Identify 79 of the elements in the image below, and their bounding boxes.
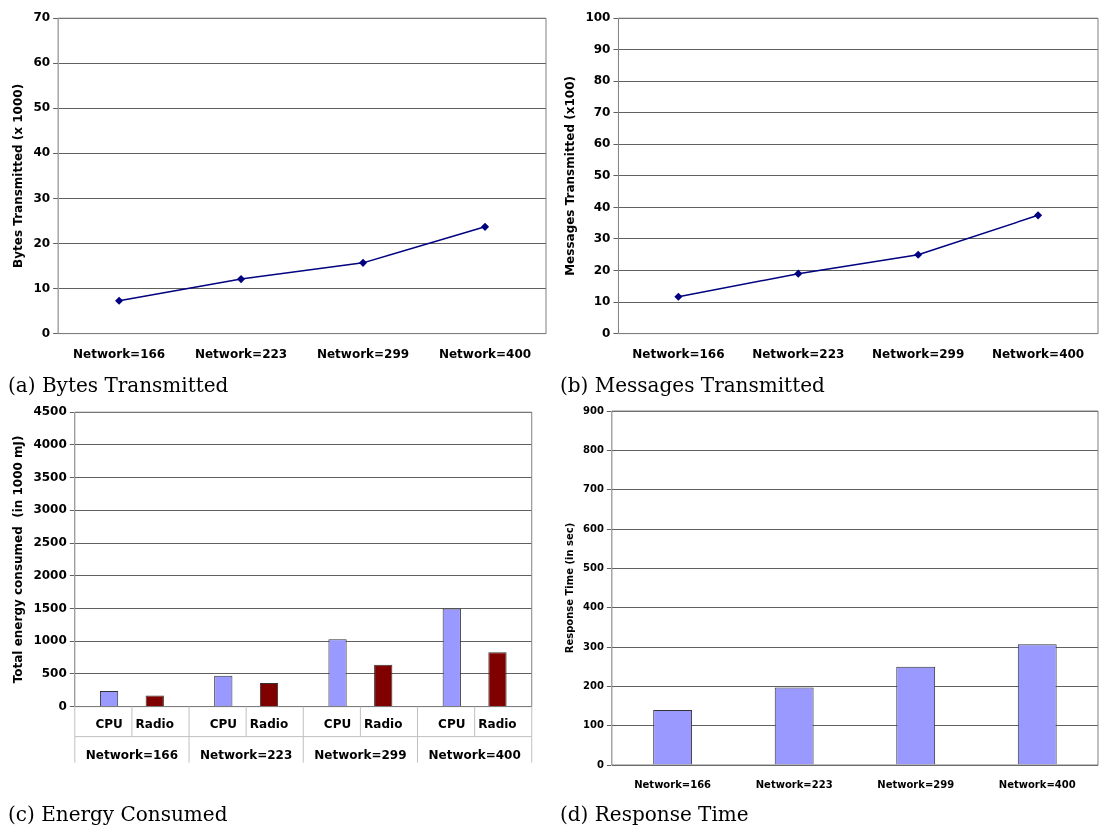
y-tick-label: 30 [593, 231, 611, 246]
y-tick-label: 4500 [33, 404, 67, 419]
y-tick-label: 50 [33, 100, 51, 115]
text: CPU [438, 716, 466, 731]
x-tick-label: Network=299 [877, 778, 955, 790]
y-tick-label: 100 [585, 10, 611, 25]
y-tick-label: 20 [33, 235, 51, 250]
x-tick-label: Network=223 [200, 747, 293, 762]
text: Radio [135, 716, 174, 731]
y-tick-label: 0 [596, 758, 604, 770]
text: CPU [95, 716, 123, 731]
text: (c) Energy Consumed [8, 801, 229, 828]
y-tick-label: 50 [593, 168, 611, 183]
y-tick-label: 0 [602, 325, 611, 340]
y-tick-label: 400 [583, 601, 604, 613]
y-tick-label: 3000 [33, 502, 67, 517]
y-axis-title: Messages Transmitted (x100) [563, 75, 578, 276]
y-tick-label: 40 [593, 199, 611, 214]
y-tick-label: 30 [33, 190, 51, 205]
y-axis-title: Response Time (in sec) [563, 522, 575, 654]
y-tick-label: 40 [33, 145, 51, 160]
x-tick-label: Network=223 [755, 778, 833, 790]
point [115, 296, 123, 305]
y-axis-title: Bytes Transmitted (x 1000) [11, 83, 26, 268]
x-tick-label: Network=299 [314, 747, 407, 762]
y-axis-title: Total energy consumed (in 1000 mJ) [11, 435, 26, 684]
y-tick-label: 800 [583, 443, 604, 455]
y-tick-label: 70 [593, 104, 611, 119]
y-tick-label: 0 [58, 698, 67, 713]
y-tick-label: 500 [41, 666, 67, 681]
point [674, 292, 683, 301]
y-tick-label: 200 [583, 679, 604, 691]
y-tick-label: 300 [583, 640, 604, 652]
x-tick-label: Network=223 [194, 346, 288, 361]
point [794, 269, 803, 278]
x-tick-label: Network=223 [752, 346, 845, 361]
x-tick-label: Network=400 [991, 346, 1085, 361]
y-tick-label: 2000 [33, 567, 67, 582]
series-label: Radio [364, 716, 403, 731]
y-tick-label: 600 [583, 522, 604, 534]
x-tick-label: Network=166 [85, 747, 179, 762]
text: (d) Response Time [560, 801, 750, 828]
y-tick-label: 80 [593, 73, 611, 88]
text: Radio [478, 716, 517, 731]
y-tick-label: 90 [593, 41, 611, 56]
x-tick-label: Network=166 [634, 778, 712, 790]
text: (a) Bytes Transmitted [8, 372, 230, 399]
y-tick-label: 10 [593, 294, 611, 309]
y-tick-label: 70 [33, 10, 51, 25]
point [237, 275, 245, 283]
y-tick-label: 4000 [33, 437, 67, 452]
y-tick-label: 900 [583, 404, 604, 416]
y-tick-label: 60 [593, 136, 611, 151]
y-tick-label: 60 [33, 55, 51, 70]
y-tick-label: 100 [583, 719, 604, 731]
x-tick-label: Network=166 [72, 346, 166, 361]
text: Radio [249, 716, 289, 731]
x-tick-label: Network=400 [998, 778, 1076, 790]
point [914, 251, 922, 259]
x-tick-label: Network=299 [316, 346, 410, 361]
y-tick-label: 2500 [33, 535, 67, 550]
text: (b) Messages Transmitted [560, 372, 826, 399]
text: CPU [209, 716, 237, 731]
y-tick-label: 1500 [33, 600, 67, 615]
x-tick-label: Network=299 [872, 346, 965, 361]
x-tick-label: Network=166 [632, 346, 725, 361]
x-tick-label: Network=400 [438, 346, 532, 361]
y-tick-label: 10 [33, 280, 51, 295]
series-label: CPU [323, 716, 352, 731]
point [1034, 211, 1042, 220]
point [481, 223, 489, 231]
y-tick-label: 0 [41, 325, 51, 340]
y-tick-label: 20 [593, 262, 611, 277]
point [359, 259, 367, 267]
y-tick-label: 500 [583, 561, 604, 573]
y-tick-label: 700 [583, 483, 604, 495]
x-tick-label: Network=400 [428, 747, 521, 762]
y-tick-label: 3500 [33, 469, 67, 484]
y-tick-label: 1000 [33, 633, 67, 648]
